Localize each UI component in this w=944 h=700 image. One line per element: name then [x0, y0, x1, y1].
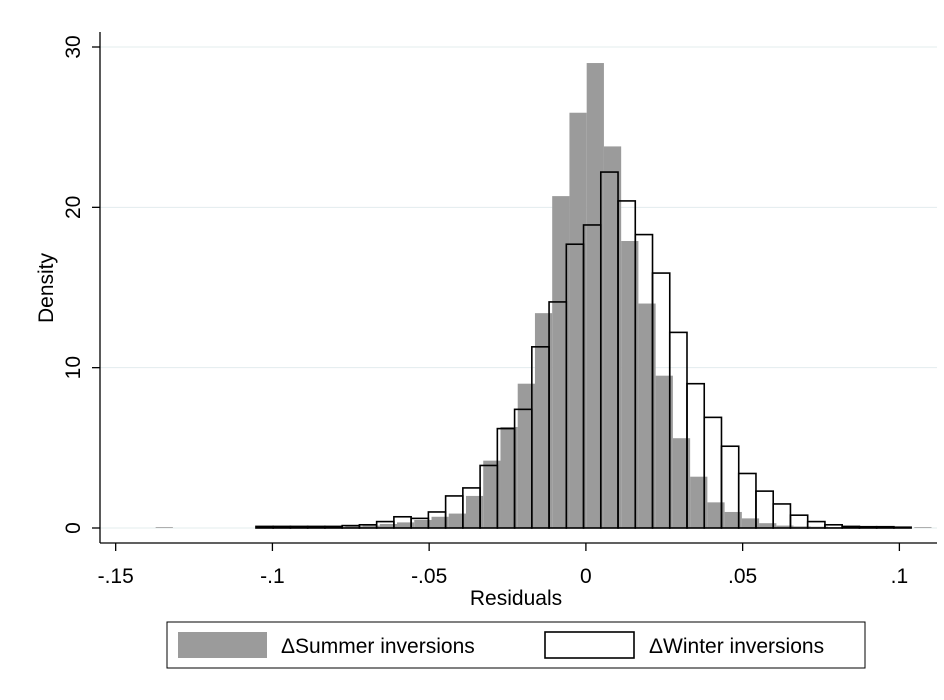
legend-swatch-winter: [544, 631, 635, 659]
legend: ΔSummer inversions ΔWinter inversions: [166, 621, 866, 669]
summer-bar-27: [707, 502, 725, 528]
y-tick-label-0: 0: [62, 522, 85, 534]
summer-bar-9: [397, 522, 415, 528]
summer-series-bars: [155, 63, 932, 529]
summer-bar-23: [638, 303, 656, 528]
y-tick-label-2: 20: [62, 196, 85, 219]
y-tick-label-3: 30: [62, 35, 85, 58]
winter-bar-35: [858, 525, 878, 529]
summer-bar-15: [500, 426, 518, 528]
x-tick-label-1: -.1: [260, 565, 285, 588]
summer-bar-31: [776, 525, 794, 528]
winter-series-bars: [255, 171, 912, 529]
x-tick-label-3: 0: [580, 565, 592, 588]
summer-bar-24: [655, 375, 673, 528]
legend-label-winter: ΔWinter inversions: [649, 635, 824, 658]
summer-bar-37: [914, 527, 932, 528]
summer-bar-13: [465, 495, 484, 528]
summer-bar-7: [362, 525, 380, 528]
summer-bar-32: [793, 526, 811, 528]
summer-bar-16: [517, 383, 535, 528]
y-tick-label-1: 10: [62, 356, 85, 379]
summer-bar-0: [155, 527, 173, 528]
x-tick-label-4: .05: [728, 565, 757, 588]
x-axis-label: Residuals: [470, 587, 562, 610]
summer-bar-21: [603, 146, 622, 528]
x-tick-label-2: -.05: [411, 565, 447, 588]
summer-bar-11: [431, 516, 449, 528]
x-tick-label-5: .1: [891, 565, 909, 588]
summer-bar-10: [414, 519, 432, 528]
summer-bar-6: [345, 526, 363, 528]
summer-bar-29: [741, 518, 760, 528]
x-tick-label-0: -.15: [98, 565, 134, 588]
summer-bar-25: [672, 438, 691, 528]
summer-bar-30: [759, 523, 777, 528]
y-axis-label: Density: [35, 252, 58, 323]
summer-bar-22: [621, 241, 639, 528]
winter-bar-36: [875, 525, 895, 529]
legend-swatch-summer: [178, 632, 267, 658]
summer-bar-12: [448, 513, 466, 528]
legend-box: [166, 621, 866, 669]
summer-bar-20: [586, 63, 604, 529]
summer-bar-26: [690, 476, 708, 528]
winter-bar-37: [893, 526, 912, 529]
legend-label-summer: ΔSummer inversions: [281, 635, 475, 658]
summer-bar-28: [724, 511, 742, 528]
summer-bar-8: [379, 523, 398, 528]
tick-labels: -.15 -.1 -.05 0 .05 .1 0 10 20 30: [62, 35, 908, 588]
axes: [99, 32, 937, 544]
summer-bar-18: [552, 196, 570, 529]
summer-bar-14: [483, 460, 501, 528]
summer-bar-17: [534, 313, 553, 528]
summer-bar-19: [569, 112, 587, 528]
